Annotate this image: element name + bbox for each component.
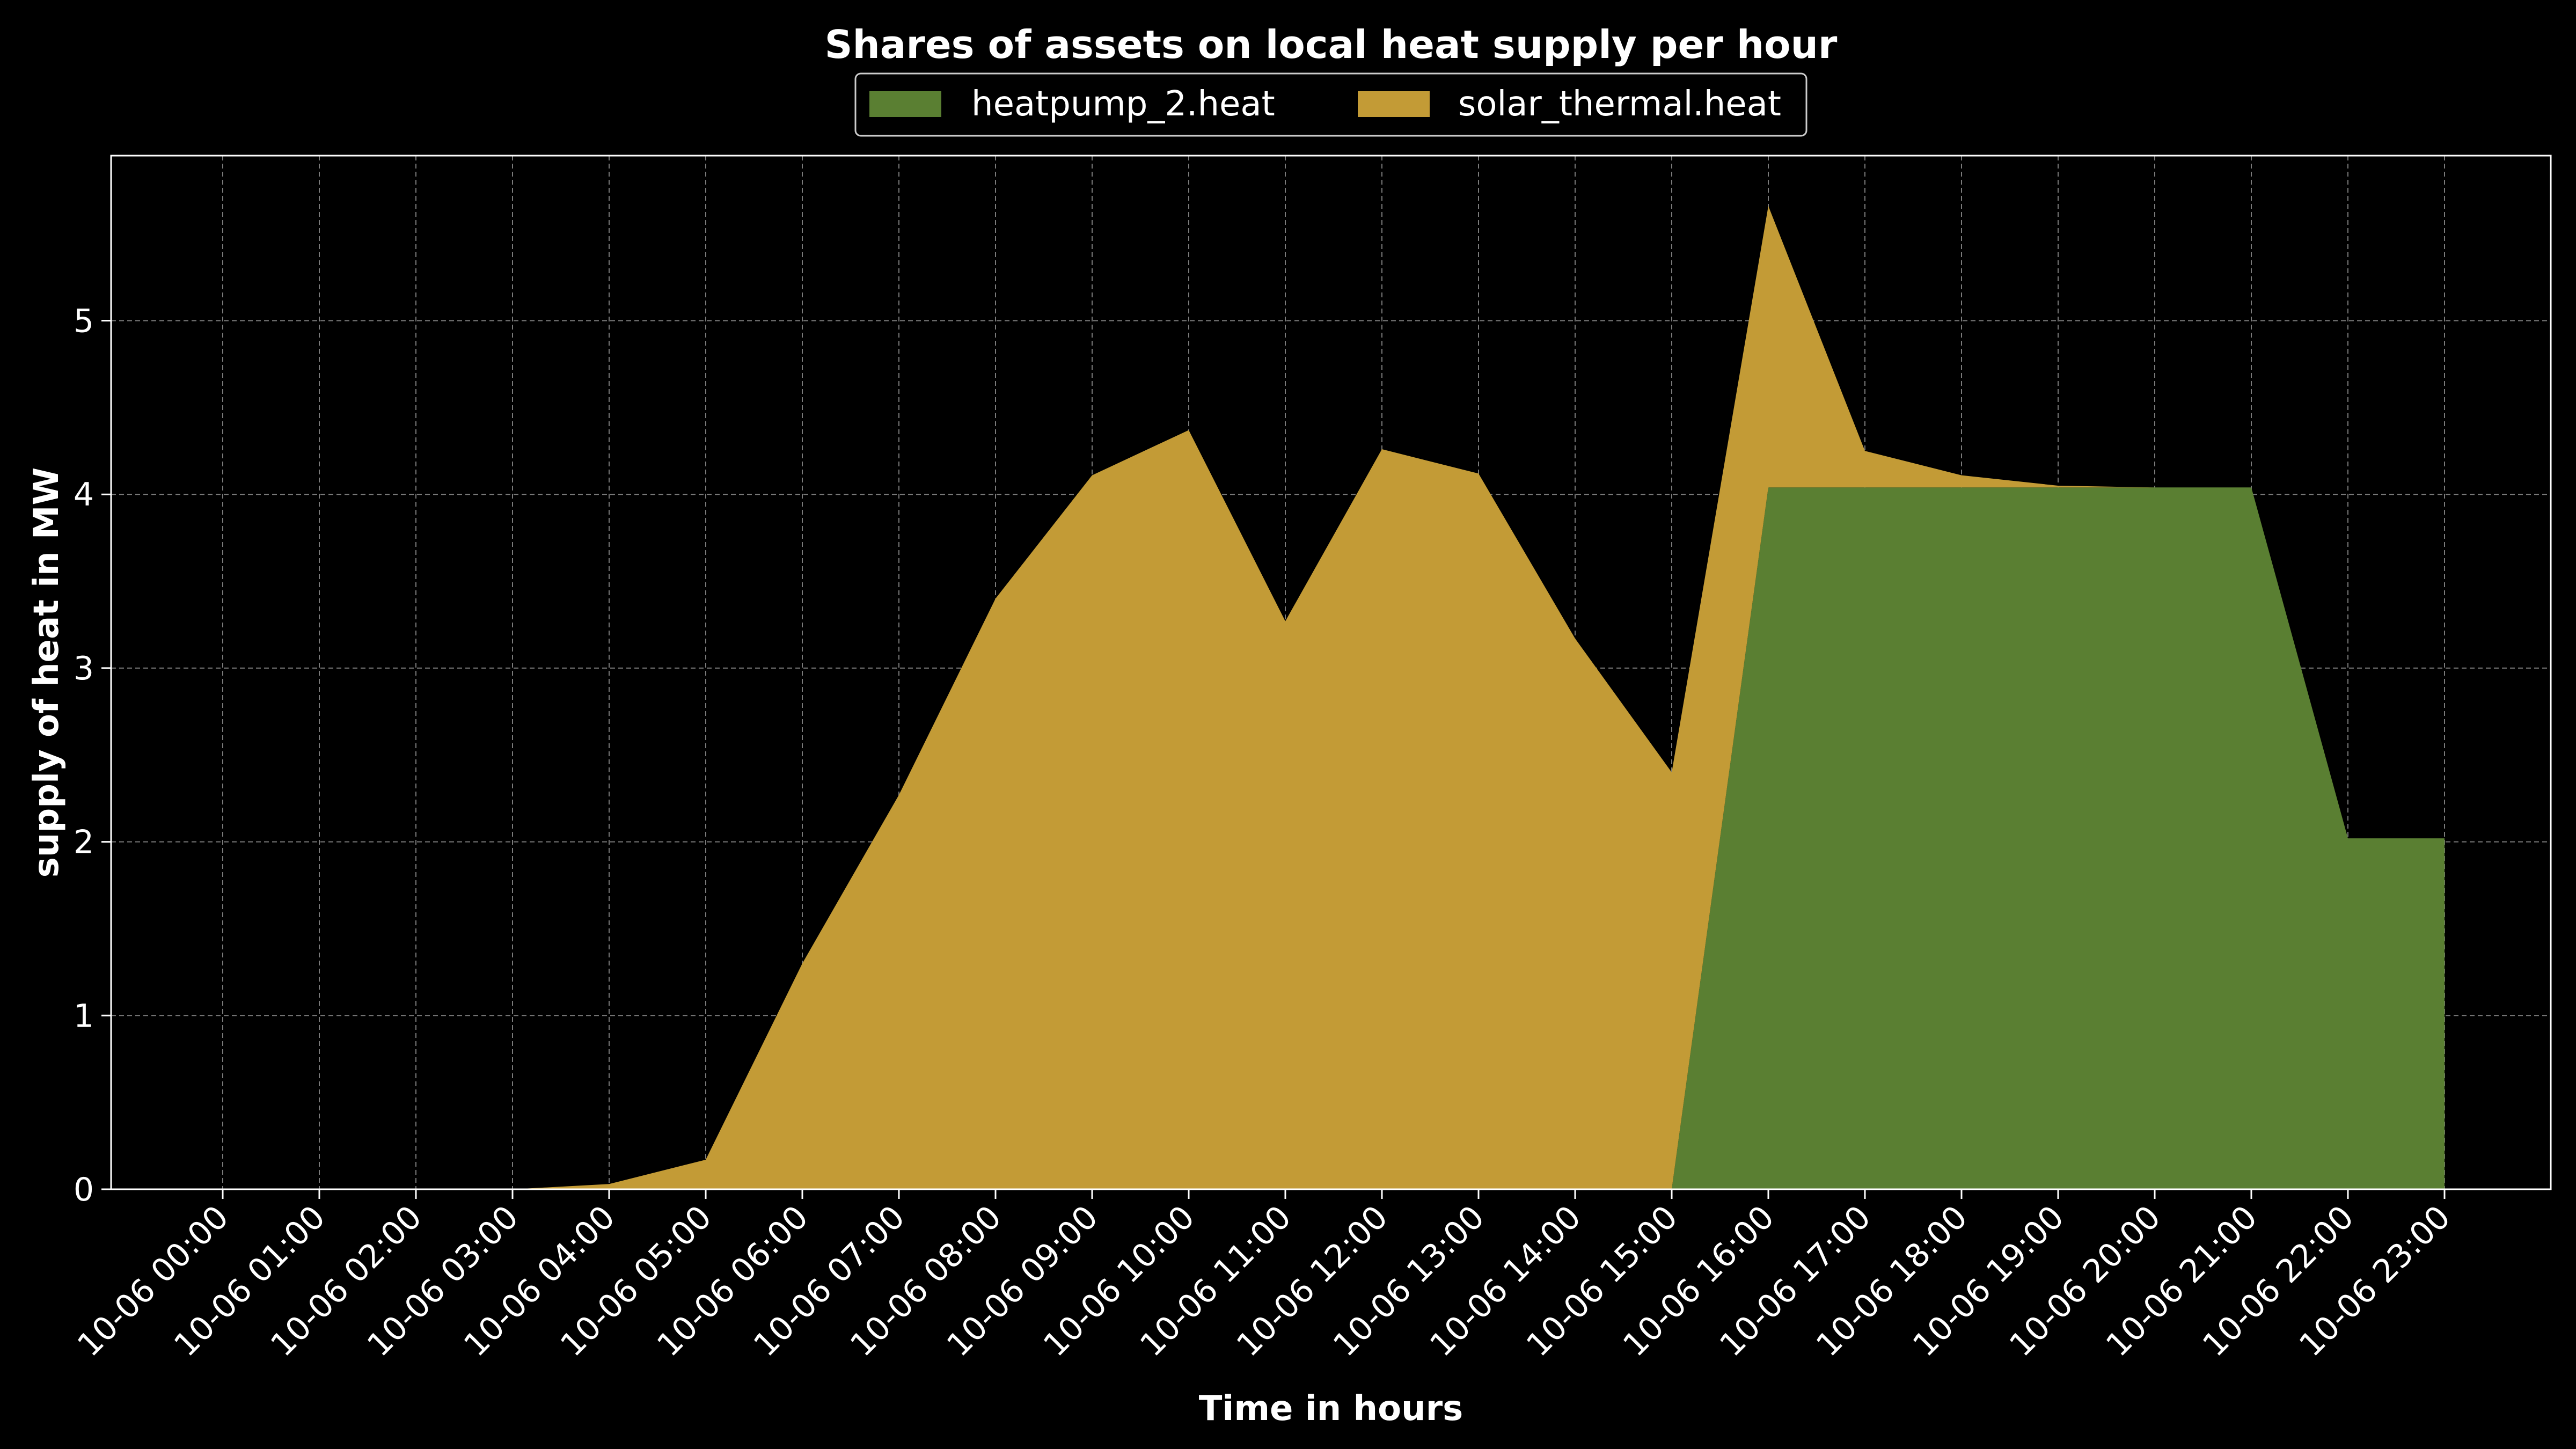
legend-label: heatpump_2.heat	[971, 84, 1275, 124]
y-axis: 0 1 2 3 4 5	[74, 303, 111, 1209]
chart-title: Shares of assets on local heat supply pe…	[825, 22, 1838, 67]
area-series	[223, 206, 2445, 1189]
y-tick-label: 4	[74, 476, 94, 514]
area-solar-thermal-heat	[223, 206, 2445, 1189]
y-tick-label: 3	[74, 650, 94, 687]
y-axis-label: supply of heat in MW	[27, 467, 67, 877]
y-tick-label: 0	[74, 1171, 94, 1209]
area-heatpump-2-heat	[223, 487, 2445, 1189]
y-tick-label: 2	[74, 824, 94, 861]
legend-swatch	[1358, 91, 1430, 117]
legend-label: solar_thermal.heat	[1458, 84, 1781, 124]
y-tick-label: 1	[74, 997, 94, 1035]
x-axis-label: Time in hours	[1199, 1389, 1463, 1429]
legend-swatch	[869, 91, 941, 117]
legend: heatpump_2.heat solar_thermal.heat	[854, 72, 1807, 137]
y-tick-label: 5	[74, 303, 94, 340]
legend-frame	[854, 72, 1807, 137]
plot-frame	[110, 155, 2552, 1190]
